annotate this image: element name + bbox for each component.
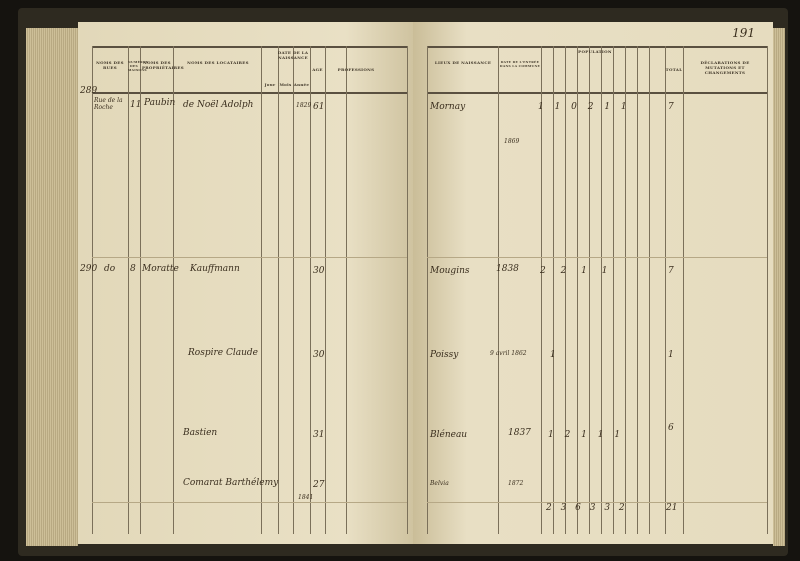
handwritten-entry: 1: [668, 350, 674, 360]
header-maisons: NUMÉROS DES MAISONS: [128, 60, 149, 72]
handwritten-entry: 11: [130, 100, 142, 110]
handwritten-entry: Paubin: [144, 98, 176, 108]
header-professions: PROFESSIONS: [337, 67, 375, 72]
header-population: POPULATION: [578, 49, 612, 54]
handwritten-entry: 27: [313, 480, 325, 490]
header-declarations: DÉCLARATIONS DE MUTATIONS ET CHANGEMENTS: [700, 60, 750, 75]
header-total: TOTAL: [665, 67, 683, 72]
header-jour: Jour: [264, 82, 276, 87]
left-page: NOMS DES RUES NUMÉROS DES MAISONS NOMS D…: [78, 22, 413, 544]
handwritten-entry: Bastien: [183, 428, 218, 438]
header-locataires: NOMS DES LOCATAIRES: [187, 60, 249, 65]
handwritten-entry: Belvia: [430, 480, 449, 487]
handwritten-entry: 1837: [508, 428, 531, 438]
handwritten-entry: 8: [130, 264, 136, 274]
handwritten-entry: Moratte: [142, 264, 179, 274]
register-book: NOMS DES RUES NUMÉROS DES MAISONS NOMS D…: [18, 8, 788, 556]
header-entree: DATE DE L'ENTRÉE DANS LA COMMUNE: [499, 60, 541, 68]
handwritten-entry: Bléneau: [430, 430, 468, 440]
handwritten-entry: de Noël Adolph: [183, 100, 254, 110]
handwritten-entry: Kauffmann: [190, 264, 240, 274]
handwritten-entry: Poissy: [430, 350, 459, 360]
handwritten-entry: 6: [668, 423, 674, 433]
handwritten-entry: 1841: [298, 494, 314, 501]
handwritten-entry: do: [104, 264, 116, 274]
page-edges-right: [773, 28, 785, 546]
handwritten-entry: 61: [313, 102, 325, 112]
handwritten-entry: 1 2 1 1 1: [548, 430, 625, 440]
handwritten-entry: 2 3 6 3 3 2: [546, 503, 628, 513]
header-annee: Année: [293, 82, 310, 87]
header-age: AGE: [312, 67, 323, 72]
handwritten-entry: 1 1 0 2 1 1: [538, 102, 631, 112]
handwritten-entry: 21: [666, 503, 678, 513]
handwritten-entry: 2 2 1 1: [540, 266, 614, 276]
page-number: 191: [732, 26, 755, 40]
handwritten-entry: Comarat Barthélemy: [183, 478, 279, 488]
handwritten-entry: 1872: [508, 480, 524, 487]
header-date: DATE DE LA NAISSANCE: [277, 50, 309, 60]
handwritten-entry: 7: [668, 266, 674, 276]
handwritten-entry: 9 avril 1862: [490, 350, 527, 357]
header-rues: NOMS DES RUES: [96, 60, 124, 70]
handwritten-entry: Rospire Claude: [188, 348, 258, 358]
handwritten-entry: Mornay: [430, 102, 466, 112]
handwritten-entry: 31: [313, 430, 325, 440]
handwritten-entry: Mougins: [430, 266, 470, 276]
handwritten-entry: 30: [313, 266, 325, 276]
handwritten-entry: 1838: [496, 264, 519, 274]
handwritten-entry: 7: [668, 102, 674, 112]
header-mois: Mois: [279, 82, 292, 87]
header-lieux: LIEUX DE NAISSANCE: [434, 60, 492, 65]
page-edges-left: [26, 28, 78, 546]
handwritten-entry: 30: [313, 350, 325, 360]
handwritten-entry: 1: [550, 350, 556, 360]
handwritten-entry: 289: [80, 86, 98, 96]
header-proprietaires: NOMS DES PROPRIÉTAIRES: [142, 60, 184, 70]
handwritten-entry: 1869: [504, 138, 520, 145]
right-page: 191 LIEUX DE NAISSANCE DATE DE L'ENTRÉE …: [413, 22, 773, 544]
handwritten-entry: 1829: [296, 102, 312, 109]
handwritten-entry: 290: [80, 264, 98, 274]
handwritten-entry: Rue de la Roche: [94, 97, 123, 111]
